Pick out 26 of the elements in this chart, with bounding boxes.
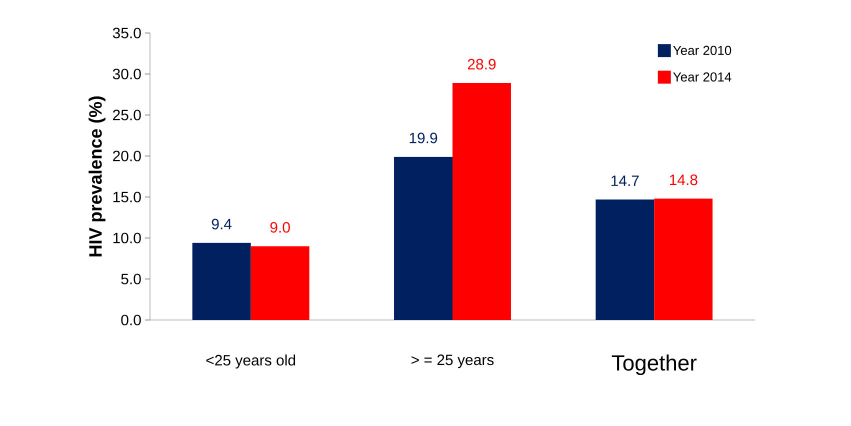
- y-tick-label: 35.0: [112, 28, 141, 38]
- data-label: 19.9: [410, 132, 438, 144]
- y-tick-label: 10.0: [113, 232, 141, 244]
- x-tick-label: > = 25 years: [412, 354, 494, 368]
- bar: [192, 242, 251, 320]
- bar: [394, 156, 453, 320]
- legend-label: Year 2010: [673, 46, 732, 56]
- y-tick-label: 15.0: [113, 192, 141, 202]
- bar: [596, 199, 654, 320]
- bar: [250, 246, 310, 320]
- data-label: 9.0: [270, 222, 290, 233]
- y-tick-label: 25.0: [113, 110, 141, 120]
- y-tick-label: 30.0: [112, 68, 141, 80]
- bar: [654, 198, 713, 320]
- y-tick-label: 5.0: [121, 274, 141, 284]
- data-label: 14.8: [670, 174, 698, 186]
- data-label: 9.4: [212, 218, 232, 230]
- x-tick-label: <25 years old: [206, 354, 296, 369]
- y-tick-label: 20.0: [113, 150, 141, 162]
- x-tick-label: Together: [612, 354, 697, 376]
- y-tick-label: 0.0: [121, 314, 141, 326]
- data-label: 28.9: [468, 58, 496, 70]
- legend-label: Year 2014: [673, 72, 732, 82]
- data-label: 14.7: [611, 176, 639, 186]
- bar: [452, 83, 511, 320]
- y-axis-title: HIV prevalence (%): [88, 96, 106, 256]
